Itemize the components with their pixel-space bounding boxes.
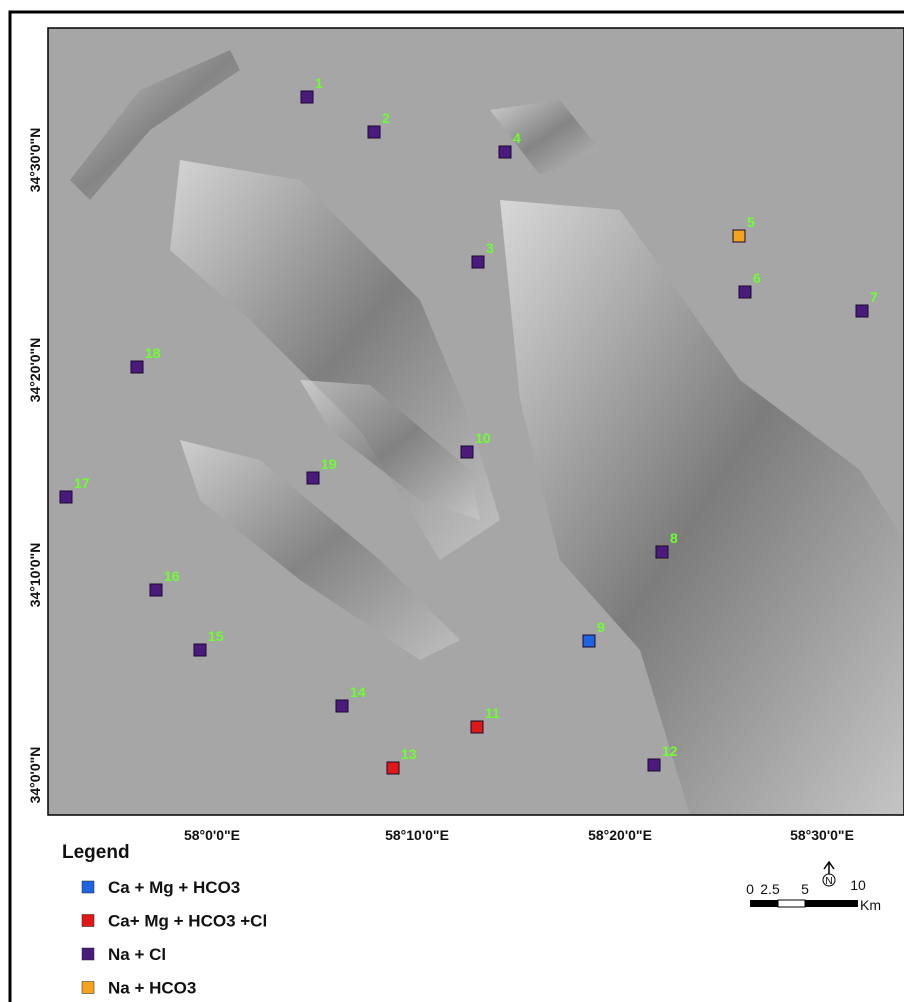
- point-label: 1: [315, 75, 323, 91]
- legend-swatch: [82, 982, 94, 994]
- sample-point: [387, 762, 399, 774]
- sample-point: [656, 546, 668, 558]
- point-label: 12: [662, 743, 678, 759]
- legend-swatch: [82, 881, 94, 893]
- point-label: 7: [870, 289, 878, 305]
- point-label: 4: [513, 130, 521, 146]
- latitude-label: 34°0'0"N: [27, 747, 43, 804]
- sample-point: [472, 256, 484, 268]
- sample-point: [307, 472, 319, 484]
- legend-title: Legend: [62, 842, 130, 863]
- point-label: 8: [670, 530, 678, 546]
- point-label: 16: [164, 568, 180, 584]
- map-figure: 34°30'0"N 34°20'0"N 34°10'0"N 34°0'0"N 58°0…: [0, 0, 904, 1002]
- legend-label: Na + Cl: [108, 945, 166, 964]
- scale-segment: [778, 900, 805, 907]
- scale-segment: [805, 900, 858, 907]
- north-arrow-label: N: [825, 876, 832, 887]
- point-label: 13: [401, 746, 417, 762]
- longitude-label: 58°10'0"E: [385, 827, 449, 843]
- sample-point: [856, 305, 868, 317]
- sample-point: [648, 759, 660, 771]
- hillshade: [48, 28, 904, 815]
- latitude-label: 34°10'0"N: [27, 543, 43, 608]
- sample-point: [739, 286, 751, 298]
- longitude-label: 58°0'0"E: [184, 827, 240, 843]
- sample-point: [471, 721, 483, 733]
- longitude-label: 58°20'0"E: [588, 827, 652, 843]
- point-label: 15: [208, 628, 224, 644]
- scale-tick: 2.5: [760, 881, 780, 897]
- point-label: 18: [145, 345, 161, 361]
- point-label: 10: [475, 430, 491, 446]
- sample-point: [583, 635, 595, 647]
- sample-point: [301, 91, 313, 103]
- scale-tick: 10: [850, 877, 866, 893]
- sample-point: [150, 584, 162, 596]
- scale-segment: [750, 900, 778, 907]
- point-label: 11: [485, 705, 500, 721]
- sample-point: [131, 361, 143, 373]
- scale-tick: 5: [801, 881, 809, 897]
- latitude-label: 34°30'0"N: [27, 128, 43, 193]
- point-label: 14: [350, 684, 366, 700]
- sample-point: [499, 146, 511, 158]
- sample-point: [733, 230, 745, 242]
- point-label: 2: [382, 110, 390, 126]
- sample-point: [461, 446, 473, 458]
- legend-label: Ca + Mg + HCO3: [108, 878, 240, 897]
- legend-swatch: [82, 948, 94, 960]
- sample-point: [368, 126, 380, 138]
- sample-point: [60, 491, 72, 503]
- longitude-label: 58°30'0"E: [790, 827, 854, 843]
- point-label: 5: [747, 214, 755, 230]
- point-label: 17: [74, 475, 90, 491]
- sample-point: [194, 644, 206, 656]
- point-label: 19: [321, 456, 337, 472]
- legend-swatch: [82, 915, 94, 927]
- scale-tick: 0: [746, 881, 754, 897]
- point-label: 6: [753, 270, 761, 286]
- latitude-label: 34°20'0"N: [27, 338, 43, 403]
- legend-label: Ca+ Mg + HCO3 +Cl: [108, 912, 267, 931]
- sample-point: [336, 700, 348, 712]
- point-label: 3: [486, 240, 494, 256]
- scale-unit: Km: [860, 897, 881, 913]
- point-label: 9: [597, 619, 605, 635]
- legend-label: Na + HCO3: [108, 979, 196, 998]
